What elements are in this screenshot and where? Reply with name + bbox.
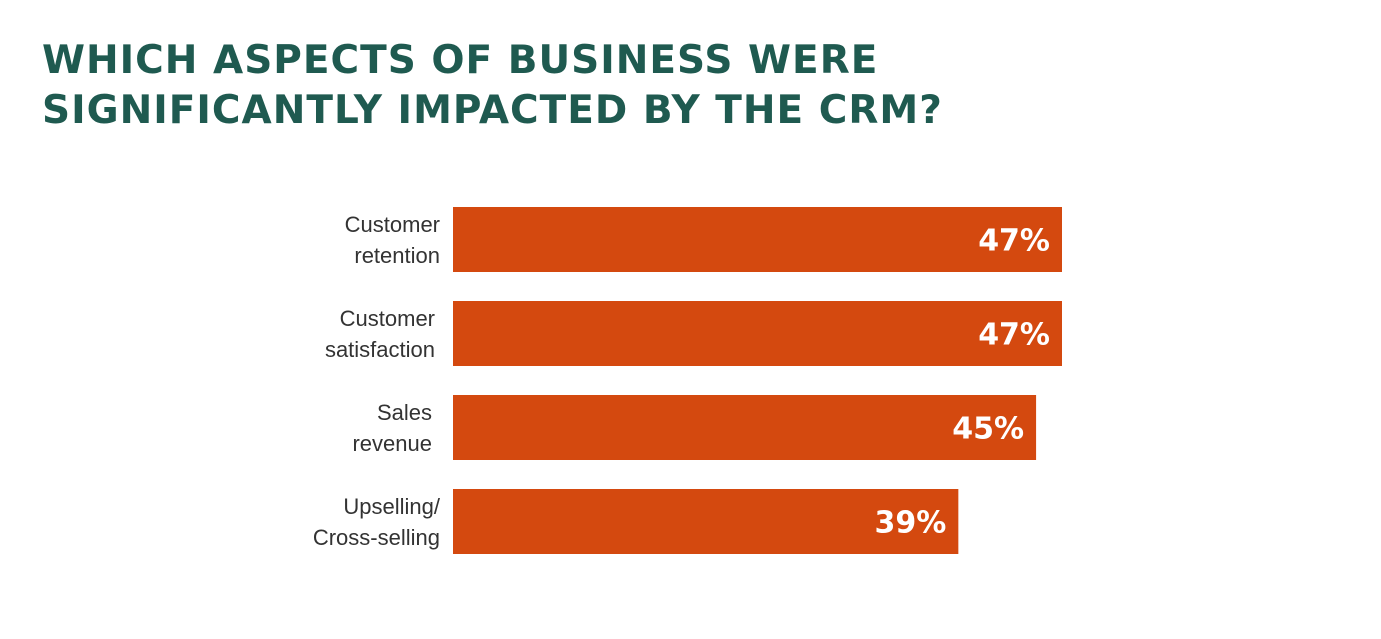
category-label-line: revenue [352, 431, 432, 456]
category-label-2: Customer satisfaction [325, 306, 435, 362]
category-label-line: Upselling/ [343, 494, 440, 519]
bar-value-label-1: 47% [978, 224, 1050, 259]
bar-value-label-4: 39% [875, 506, 947, 541]
bar-2 [453, 301, 1062, 366]
chart-title-line-2: SIGNIFICANTLY IMPACTED BY THE CRM? [42, 88, 943, 133]
bar-1 [453, 207, 1062, 272]
bar-value-label-2: 47% [978, 318, 1050, 353]
category-label-line: Sales [377, 400, 432, 425]
bar-3 [453, 395, 1037, 460]
category-label-1: Customer retention [345, 212, 440, 268]
chart-title: WHICH ASPECTS OF BUSINESS WERE SIGNIFICA… [42, 36, 1142, 136]
category-label-4: Upselling/Cross-selling [313, 494, 441, 550]
category-label-line: Cross-selling [313, 525, 440, 550]
chart-title-line-1: WHICH ASPECTS OF BUSINESS WERE [42, 38, 879, 83]
category-label-line: retention [354, 243, 440, 268]
category-label-3: Sales revenue [352, 400, 432, 456]
category-label-line: Customer [345, 212, 440, 237]
category-label-line: Customer [340, 306, 435, 331]
bar-4 [453, 489, 959, 554]
bar-value-label-3: 45% [952, 412, 1024, 447]
category-label-line: satisfaction [325, 337, 435, 362]
